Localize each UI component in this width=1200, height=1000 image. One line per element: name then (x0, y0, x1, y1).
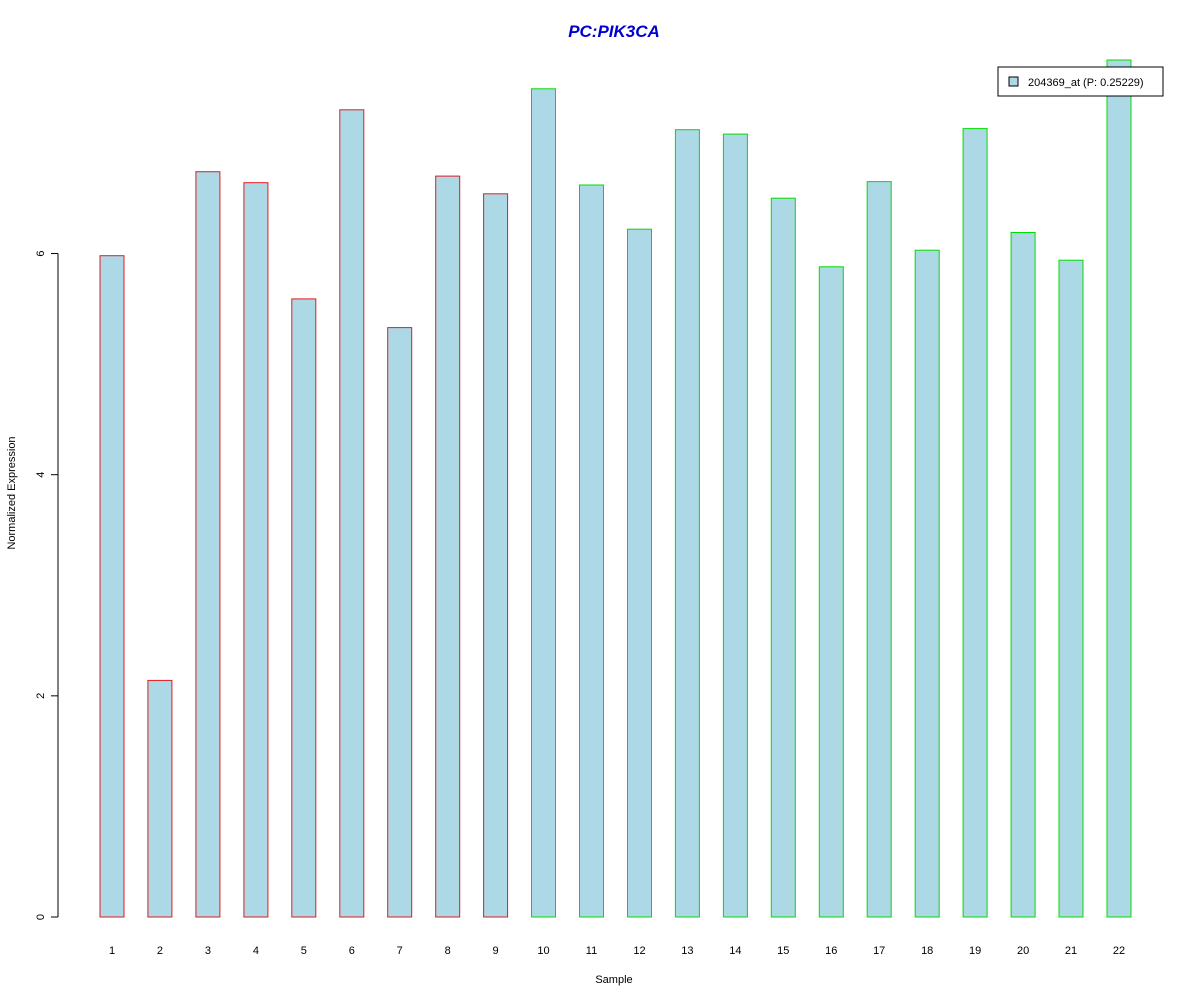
legend-swatch (1008, 76, 1019, 87)
x-tick-label: 6 (349, 945, 355, 957)
x-tick-label: 7 (397, 945, 403, 957)
bar-sample-18 (914, 249, 940, 918)
x-tick-label: 18 (921, 945, 933, 957)
y-tick-label: 2 (35, 693, 47, 699)
bar-sample-2 (147, 679, 173, 918)
bar-sample-11 (579, 184, 604, 918)
x-tick-label: 22 (1113, 945, 1125, 957)
bars (99, 59, 1132, 918)
x-tick-label: 20 (1017, 945, 1029, 957)
x-tick-label: 8 (445, 945, 451, 957)
x-tick-label: 21 (1065, 945, 1077, 957)
legend-label: 204369_at (P: 0.25229) (1028, 77, 1144, 89)
x-tick-label: 10 (537, 945, 549, 957)
bar-sample-5 (291, 298, 317, 918)
bar-sample-16 (818, 266, 844, 918)
x-tick-label: 4 (253, 945, 259, 957)
bar-sample-10 (531, 88, 556, 918)
x-tick-label: 12 (633, 945, 645, 957)
y-tick-label: 0 (35, 914, 47, 920)
x-tick-label: 5 (301, 945, 307, 957)
x-tick-label: 2 (157, 945, 163, 957)
bar-sample-21 (1058, 259, 1084, 918)
x-axis-label: Sample (595, 974, 632, 986)
chart-title: PC:PIK3CA (568, 22, 660, 41)
y-tick-label: 4 (35, 472, 47, 478)
legend-box (997, 66, 1164, 97)
x-tick-label: 15 (777, 945, 789, 957)
x-tick-label: 3 (205, 945, 211, 957)
x-tick-label: 1 (109, 945, 115, 957)
x-tick-label: 14 (729, 945, 741, 957)
bar-sample-20 (1010, 232, 1036, 918)
y-axis: 0 2 4 6 (35, 250, 59, 920)
bar-sample-3 (195, 171, 221, 918)
x-tick-label: 9 (493, 945, 499, 957)
bar-sample-15 (770, 197, 796, 918)
x-tick-label: 13 (681, 945, 693, 957)
bar-sample-1 (99, 255, 125, 918)
x-tick-label: 16 (825, 945, 837, 957)
bar-sample-12 (627, 228, 652, 918)
bar-sample-8 (435, 175, 461, 918)
legend: 204369_at (P: 0.25229) (997, 66, 1164, 97)
bar-sample-13 (674, 129, 700, 918)
x-tick-label: 17 (873, 945, 885, 957)
bar-sample-19 (962, 128, 988, 918)
bar-sample-22 (1106, 59, 1132, 918)
x-tick-label: 11 (586, 945, 597, 957)
bar-sample-6 (339, 109, 365, 918)
bar-sample-7 (387, 327, 413, 918)
x-tick-labels: 1 2 3 4 5 6 7 8 9 10 11 12 13 14 15 16 17 18 19 20 21 22 (109, 945, 1125, 957)
y-axis-label: Normalized Expression (6, 436, 18, 549)
y-tick-label: 6 (35, 250, 47, 256)
bar-sample-17 (866, 181, 892, 918)
bar-sample-9 (483, 193, 509, 918)
bar-sample-14 (722, 133, 748, 918)
x-tick-label: 19 (969, 945, 981, 957)
bar-sample-4 (243, 182, 269, 918)
